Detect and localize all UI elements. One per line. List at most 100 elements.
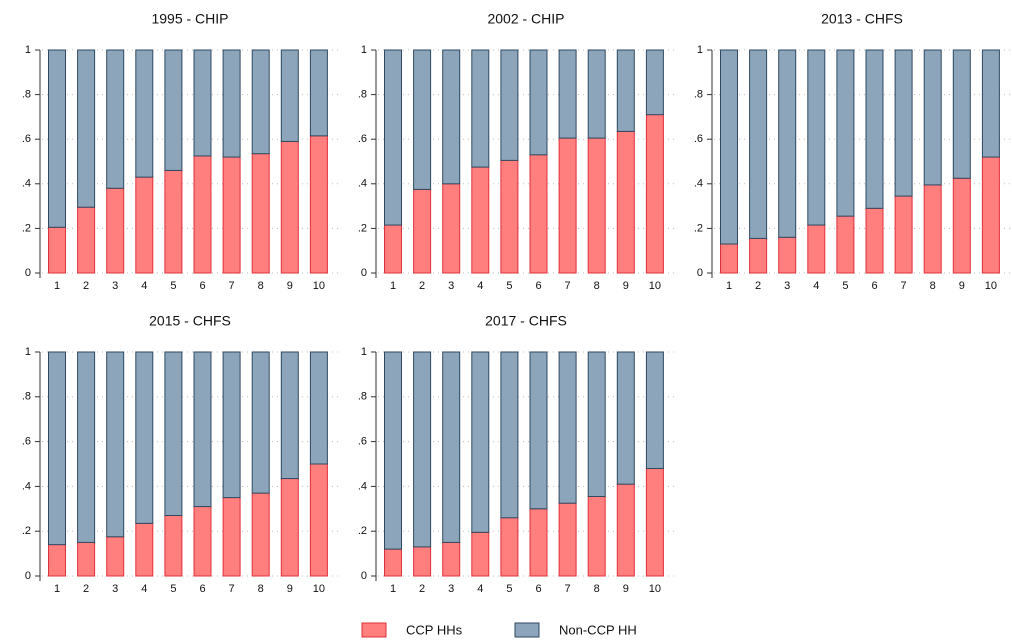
bar-segment (106, 49, 125, 189)
x-tick-label: 10 (649, 280, 661, 292)
x-tick-label: 7 (229, 280, 235, 292)
bar-segment (280, 351, 299, 480)
x-tick-label: 9 (623, 583, 629, 595)
bar-segment (471, 351, 490, 533)
x-tick-label: 5 (170, 583, 176, 595)
x-tick-label: 6 (871, 280, 877, 292)
x-tick-label: 5 (842, 280, 848, 292)
bar-segment (222, 351, 241, 499)
x-tick-label: 10 (313, 583, 325, 595)
bar-segment (442, 183, 461, 274)
subplot-title: 2002 - CHIP (487, 11, 564, 27)
y-tick-label: 1 (361, 346, 367, 358)
bar-segment (645, 351, 664, 469)
bar-segment (587, 351, 606, 497)
bar-segment (48, 544, 66, 577)
x-tick-label: 7 (229, 583, 235, 595)
x-tick-label: 1 (726, 280, 732, 292)
bar-segment (471, 166, 490, 274)
y-tick-label: 1 (25, 44, 31, 56)
bar-segment (442, 541, 461, 577)
bar-segment (280, 140, 299, 274)
bar-segment (865, 49, 884, 209)
subplot-title: 1995 - CHIP (151, 11, 228, 27)
bar-segment (894, 195, 913, 274)
y-tick-label: .8 (22, 391, 31, 403)
bar-segment (894, 49, 913, 197)
x-tick-label: 3 (448, 280, 454, 292)
x-tick-label: 6 (199, 583, 205, 595)
bar-segment (309, 135, 328, 274)
bar-segment (529, 351, 548, 510)
bar-segment (77, 206, 96, 274)
bar-segment (645, 49, 664, 116)
bar-segment (587, 49, 606, 139)
bar-segment (645, 467, 664, 577)
legend-label: Non-CCP HH (559, 622, 637, 637)
legend-label: CCP HHs (406, 622, 463, 637)
x-tick-label: 1 (54, 583, 60, 595)
bar-segment (222, 49, 241, 158)
x-tick-label: 10 (313, 280, 325, 292)
bar-segment (106, 187, 125, 274)
bar-segment (500, 351, 519, 519)
bar-segment (280, 478, 299, 577)
bar-segment (836, 49, 855, 217)
x-tick-label: 4 (477, 583, 483, 595)
x-tick-label: 9 (623, 280, 629, 292)
bar-segment (616, 351, 635, 485)
bar-segment (749, 237, 768, 274)
bar-segment (106, 351, 125, 538)
bar-segment (587, 137, 606, 274)
x-tick-label: 3 (112, 280, 118, 292)
bar-segment (164, 351, 183, 517)
x-tick-label: 3 (784, 280, 790, 292)
bar-segment (164, 515, 183, 577)
bar-segment (135, 49, 154, 178)
bar-segment (384, 49, 402, 226)
y-tick-label: 0 (361, 570, 367, 582)
bar-segment (222, 156, 241, 274)
y-tick-label: 1 (361, 44, 367, 56)
x-tick-label: 1 (390, 280, 396, 292)
bar-segment (384, 224, 402, 274)
y-tick-label: .6 (22, 436, 31, 448)
x-tick-label: 7 (565, 583, 571, 595)
bar-segment (48, 49, 66, 228)
x-tick-label: 2 (83, 583, 89, 595)
bar-segment (193, 49, 212, 157)
bar-segment (778, 49, 797, 238)
bar-segment (923, 49, 942, 186)
legend-swatch (361, 622, 387, 638)
y-tick-label: 1 (25, 346, 31, 358)
bar-segment (952, 177, 971, 274)
x-tick-label: 4 (141, 583, 147, 595)
y-tick-label: .2 (358, 525, 367, 537)
bar-segment (981, 156, 1000, 274)
legend-swatch (514, 622, 540, 638)
bar-segment (616, 130, 635, 274)
y-tick-label: .4 (694, 178, 703, 190)
y-tick-label: 0 (361, 267, 367, 279)
bar-segment (836, 215, 855, 274)
x-tick-label: 5 (170, 280, 176, 292)
y-tick-label: .8 (694, 89, 703, 101)
bar-segment (164, 49, 183, 171)
bar-segment (558, 502, 577, 577)
bar-segment (384, 548, 402, 577)
bar-segment (135, 522, 154, 577)
y-tick-label: 0 (25, 570, 31, 582)
y-tick-label: 1 (697, 44, 703, 56)
bar-segment (778, 236, 797, 274)
bar-segment (135, 176, 154, 274)
y-tick-label: .2 (22, 525, 31, 537)
x-tick-label: 2 (419, 280, 425, 292)
bar-segment (106, 536, 125, 577)
bar-segment (413, 49, 432, 190)
bar-segment (645, 114, 664, 274)
bar-segment (558, 137, 577, 274)
bar-segment (309, 463, 328, 577)
x-tick-label: 8 (258, 583, 264, 595)
bar-segment (952, 49, 971, 179)
x-tick-label: 2 (419, 583, 425, 595)
